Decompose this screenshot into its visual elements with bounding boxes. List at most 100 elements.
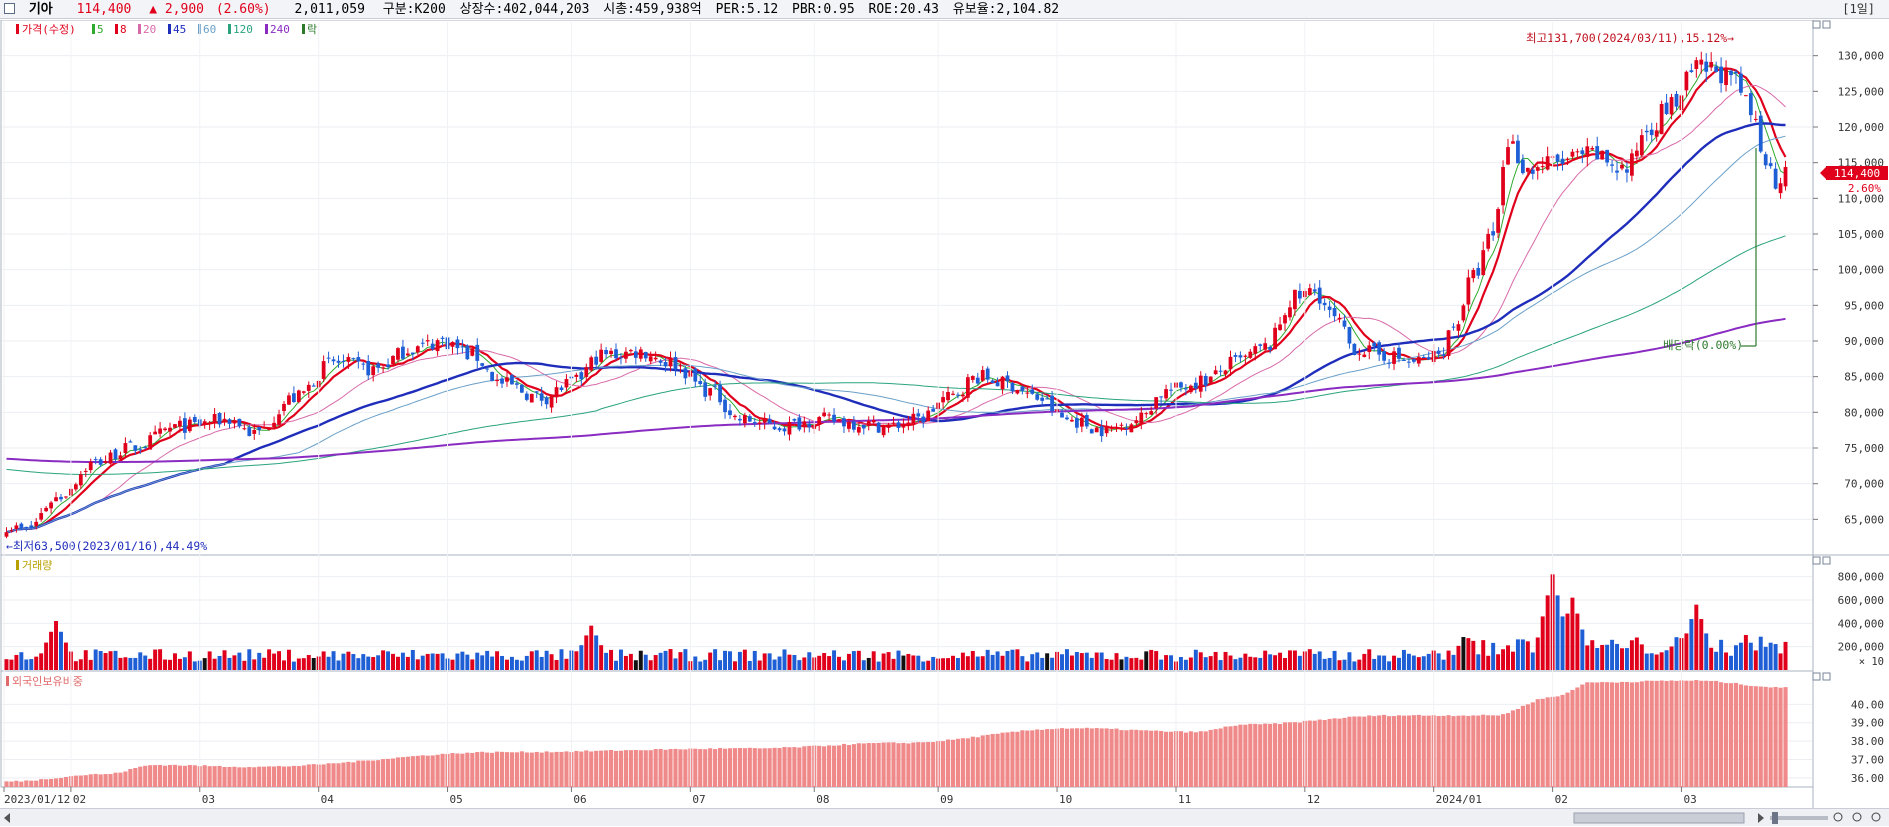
- market-cap: 시총:459,938억: [603, 2, 702, 17]
- zoom-in-icon[interactable]: [1871, 812, 1881, 822]
- candle-body: [807, 423, 812, 428]
- volume-bar: [1074, 651, 1079, 670]
- volume-bar: [356, 658, 361, 670]
- volume-bar: [1624, 648, 1629, 670]
- candle-body: [742, 414, 747, 424]
- candle-body: [1367, 345, 1372, 353]
- volume-bar: [1555, 595, 1560, 670]
- foreign-bar: [1198, 731, 1203, 787]
- scroll-thumb[interactable]: [1573, 812, 1745, 824]
- foreign-bar: [1738, 684, 1744, 787]
- candle-body: [1238, 355, 1243, 358]
- candle-body: [1501, 166, 1505, 206]
- candle-body: [1689, 70, 1694, 72]
- foreign-bar: [499, 751, 505, 787]
- candle-body: [282, 403, 286, 411]
- zoom-out-icon[interactable]: [1833, 812, 1843, 822]
- volume-bar: [34, 656, 39, 670]
- period-selector[interactable]: [1일]: [1842, 2, 1875, 16]
- candle-body: [1312, 289, 1317, 292]
- foreign-bar: [1649, 680, 1654, 787]
- candle-body: [371, 366, 376, 376]
- foreign-panel-minimize-button[interactable]: [1812, 672, 1821, 681]
- volume-bar: [73, 661, 78, 670]
- foreign-bar: [1773, 686, 1778, 787]
- candle-body: [455, 339, 460, 349]
- price-change: ▲ 2,900: [149, 2, 204, 17]
- zoom-reset-icon[interactable]: [1852, 812, 1862, 822]
- volume-bar: [861, 660, 866, 670]
- zoom-slider-handle[interactable]: [1772, 812, 1778, 824]
- volume-bar: [286, 649, 291, 670]
- candle-body: [148, 435, 153, 450]
- volume-bar: [1471, 640, 1476, 670]
- foreign-bar: [356, 760, 361, 787]
- candle-body: [817, 416, 822, 425]
- foreign-bar: [1248, 723, 1253, 787]
- volume-bar: [1025, 661, 1030, 670]
- x-tick-label: 07: [692, 793, 705, 806]
- foreign-bar: [668, 749, 673, 787]
- volume-bar: [88, 659, 93, 670]
- foreign-bar: [1193, 732, 1198, 787]
- foreign-bar: [1277, 723, 1283, 787]
- volume-bar: [782, 649, 787, 670]
- candle-body: [1213, 370, 1218, 375]
- foreign-bar: [182, 765, 187, 787]
- candle-body: [1020, 386, 1025, 391]
- candle-body: [1590, 147, 1595, 150]
- candle-body: [247, 427, 252, 437]
- zoom-slider[interactable]: [1770, 816, 1828, 820]
- candle-body: [1649, 129, 1654, 136]
- foreign-bar: [286, 766, 292, 787]
- candle-body: [1724, 67, 1728, 86]
- volume-bar: [123, 657, 128, 670]
- candle-body: [1154, 397, 1159, 409]
- candle-body: [1659, 104, 1664, 135]
- foreign-bar: [252, 767, 257, 787]
- foreign-bar: [1337, 718, 1342, 787]
- volume-bar: [708, 652, 713, 670]
- candle-body: [351, 358, 356, 360]
- foreign-bar: [1624, 681, 1630, 787]
- foreign-bar: [1466, 715, 1471, 787]
- candle-body: [1025, 392, 1030, 394]
- foreign-bar: [143, 765, 148, 787]
- volume-bar: [1684, 633, 1689, 670]
- foreign-bar: [559, 751, 564, 787]
- volume-bar: [237, 652, 242, 670]
- volume-bar: [1615, 643, 1620, 670]
- foreign-panel-close-button[interactable]: [1822, 672, 1831, 681]
- legend-ma-label: 60: [203, 23, 216, 36]
- window-icon[interactable]: [4, 3, 15, 14]
- volume-bar: [1238, 657, 1243, 670]
- foreign-bar: [450, 753, 455, 787]
- foreign-bar: [1505, 713, 1511, 787]
- price-panel-close-button[interactable]: [1822, 20, 1831, 29]
- foreign-bar: [633, 749, 638, 787]
- price-grid: [2, 55, 1812, 520]
- foreign-bar: [103, 774, 108, 787]
- volume-bar: [252, 659, 257, 670]
- x-tick-label: 2024/01: [1436, 793, 1482, 806]
- volume-bar: [405, 656, 410, 670]
- scroll-right-icon[interactable]: [1758, 813, 1764, 823]
- foreign-bar: [985, 734, 990, 787]
- foreign-bar: [19, 781, 24, 787]
- volume-panel-minimize-button[interactable]: [1812, 556, 1821, 565]
- foreign-bar: [1560, 694, 1565, 787]
- volume-bar: [544, 650, 549, 670]
- scroll-left-icon[interactable]: [4, 813, 10, 823]
- volume-bar: [628, 653, 633, 670]
- candle-body: [1491, 231, 1496, 236]
- volume-bar: [1778, 653, 1783, 670]
- foreign-bar: [1258, 724, 1263, 787]
- volume-bar: [420, 655, 425, 670]
- foreign-bar: [346, 761, 351, 787]
- candle-body: [1050, 395, 1054, 412]
- volume-bar: [985, 649, 990, 670]
- volume-bar: [1263, 650, 1268, 670]
- volume-panel-close-button[interactable]: [1822, 556, 1831, 565]
- bottom-scrollbar[interactable]: [0, 808, 1889, 826]
- price-panel-minimize-button[interactable]: [1812, 20, 1821, 29]
